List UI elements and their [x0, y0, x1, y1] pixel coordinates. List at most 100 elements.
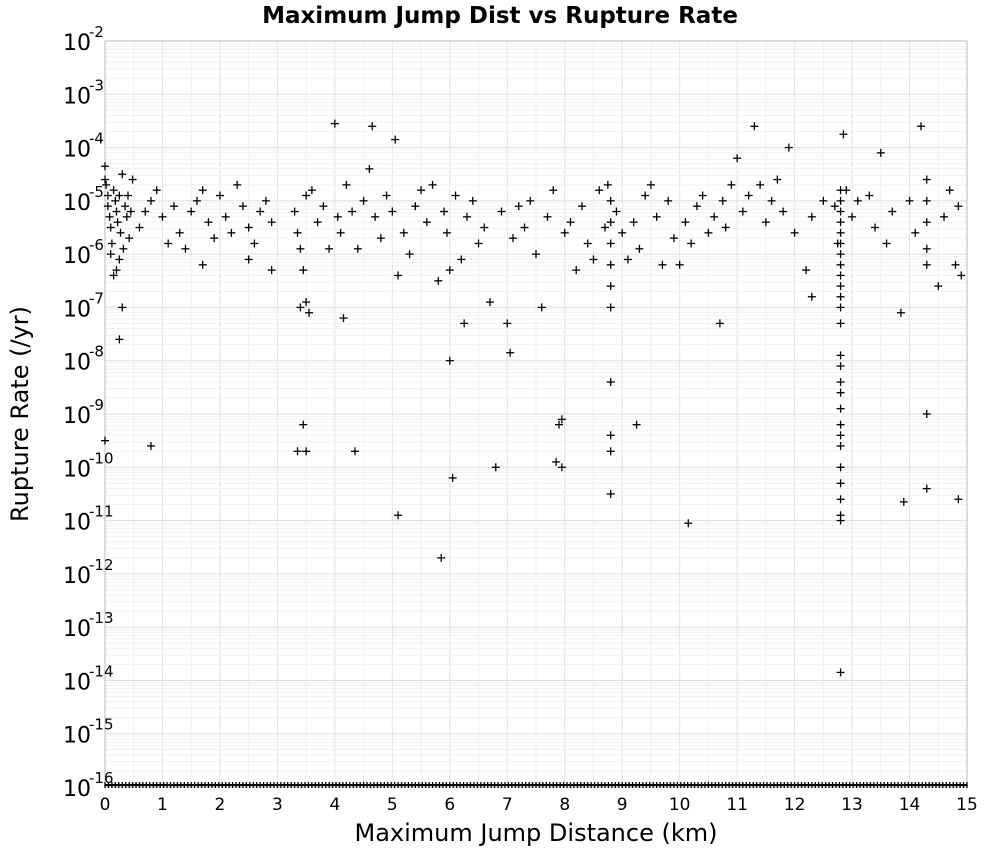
- y-tick-label: 10-16: [63, 769, 114, 802]
- data-point: [871, 223, 880, 232]
- y-tick-exponent: -13: [89, 609, 114, 627]
- data-point: [336, 228, 345, 237]
- data-point: [115, 255, 124, 264]
- y-tick-labels: 10-210-310-410-510-610-710-810-910-1010-…: [63, 23, 114, 802]
- data-point: [121, 202, 130, 211]
- data-point: [506, 348, 515, 357]
- data-point: [675, 260, 684, 269]
- data-point: [333, 212, 342, 221]
- data-point: [411, 202, 420, 211]
- x-tick-label: 8: [559, 795, 570, 815]
- data-point: [141, 207, 150, 216]
- data-point: [552, 457, 561, 466]
- data-point: [112, 207, 121, 216]
- x-tick-label: 2: [215, 795, 226, 815]
- data-point: [299, 266, 308, 275]
- data-point: [319, 202, 328, 211]
- data-point: [442, 228, 451, 237]
- data-point: [468, 196, 477, 205]
- data-point: [756, 180, 765, 189]
- y-tick-exponent: -16: [89, 769, 114, 787]
- data-point: [922, 175, 931, 184]
- x-tick-label: 4: [329, 795, 340, 815]
- data-point: [692, 202, 701, 211]
- data-point: [744, 191, 753, 200]
- x-tick-label: 7: [502, 795, 513, 815]
- y-tick-exponent: -9: [89, 396, 104, 414]
- data-point: [721, 223, 730, 232]
- data-point: [865, 191, 874, 200]
- data-point: [307, 186, 316, 195]
- data-point: [198, 186, 207, 195]
- y-tick-label: 10-8: [63, 343, 104, 376]
- data-point: [296, 244, 305, 253]
- data-point: [715, 319, 724, 328]
- data-point: [152, 186, 161, 195]
- data-point: [836, 271, 845, 280]
- data-point: [583, 239, 592, 248]
- y-tick-label: 10-6: [63, 236, 104, 269]
- y-tick-base: 10: [63, 191, 91, 216]
- data-point: [687, 239, 696, 248]
- data-point: [802, 266, 811, 275]
- data-point: [428, 180, 437, 189]
- data-point: [503, 319, 512, 328]
- data-point: [836, 516, 845, 525]
- y-tick-label: 10-11: [63, 503, 114, 536]
- x-tick-label: 10: [669, 795, 691, 815]
- data-point: [497, 207, 506, 216]
- data-point: [761, 218, 770, 227]
- data-point: [790, 228, 799, 237]
- data-point: [122, 212, 131, 221]
- data-point: [836, 250, 845, 259]
- y-tick-exponent: -4: [89, 130, 104, 148]
- data-point: [836, 319, 845, 328]
- data-point: [848, 212, 857, 221]
- y-tick-label: 10-2: [63, 23, 104, 56]
- y-tick-exponent: -8: [89, 343, 104, 361]
- data-point: [107, 239, 116, 248]
- data-point: [945, 186, 954, 195]
- chart-title: Maximum Jump Dist vs Rupture Rate: [262, 3, 738, 29]
- data-point: [101, 162, 109, 171]
- data-point: [595, 186, 604, 195]
- y-tick-exponent: -5: [89, 183, 104, 201]
- data-point: [836, 431, 845, 440]
- data-point: [888, 207, 897, 216]
- data-point: [359, 196, 368, 205]
- data-point: [896, 308, 905, 317]
- data-point: [244, 223, 253, 232]
- data-point: [940, 212, 949, 221]
- data-point: [221, 212, 230, 221]
- data-point: [109, 186, 118, 195]
- data-point: [126, 207, 135, 216]
- y-tick-base: 10: [63, 404, 91, 429]
- data-point: [125, 234, 134, 243]
- data-point: [635, 244, 644, 253]
- y-tick-base: 10: [63, 617, 91, 642]
- data-point: [388, 207, 397, 216]
- data-point: [704, 228, 713, 237]
- data-point: [784, 143, 793, 152]
- data-point: [474, 239, 483, 248]
- y-tick-base: 10: [63, 138, 91, 163]
- data-point: [128, 175, 137, 184]
- data-point: [957, 271, 966, 280]
- x-tick-label: 1: [157, 795, 168, 815]
- data-point: [330, 119, 339, 128]
- data-point: [509, 234, 518, 243]
- y-tick-label: 10-7: [63, 289, 104, 322]
- y-tick-label: 10-15: [63, 716, 114, 749]
- data-point: [836, 218, 845, 227]
- x-tick-label: 0: [100, 795, 111, 815]
- y-tick-base: 10: [63, 84, 91, 109]
- y-tick-label: 10-13: [63, 609, 114, 642]
- data-point: [537, 303, 546, 312]
- data-point: [325, 244, 334, 253]
- data-point: [684, 519, 693, 528]
- data-point: [954, 202, 963, 211]
- data-point: [371, 212, 380, 221]
- data-point: [612, 207, 621, 216]
- data-point: [589, 255, 598, 264]
